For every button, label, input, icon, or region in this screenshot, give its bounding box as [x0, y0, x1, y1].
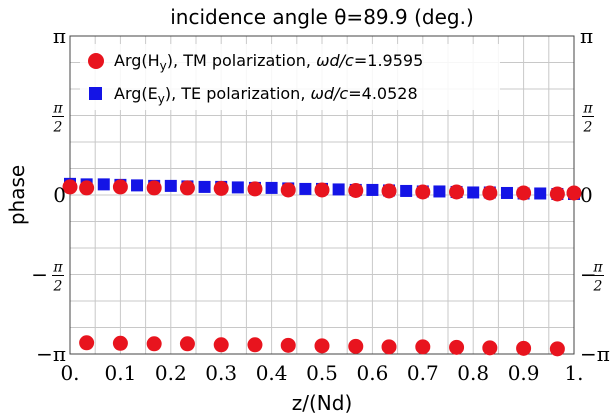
- x-tick-label: 0.9: [508, 361, 540, 385]
- tm-circle-marker: [516, 340, 532, 356]
- y-tick-numerator-left: π: [52, 100, 63, 116]
- tm-circle-marker: [213, 337, 229, 353]
- legend-entry: Arg(Ey), TE polarization, ωd/c=4.0528: [114, 84, 418, 106]
- x-tick-label: 0.2: [155, 361, 187, 385]
- te-square-marker: [265, 181, 278, 194]
- te-square-marker: [332, 183, 345, 196]
- tm-circle-marker: [247, 181, 263, 197]
- legend-marker-circle: [88, 53, 104, 69]
- te-square-marker: [131, 179, 144, 192]
- te-square-marker: [500, 186, 513, 199]
- y-tick-label-right: −π: [580, 342, 610, 366]
- te-square-marker: [164, 179, 177, 192]
- data-markers: [62, 177, 582, 357]
- tm-circle-marker: [415, 339, 431, 355]
- y-tick-label-left: π: [53, 24, 66, 48]
- te-square-marker: [198, 180, 211, 193]
- x-tick-label: 0.: [60, 361, 79, 385]
- tick-labels: 0. 0.1 0.2 0.3 0.4 0.5 0.6 0.7 0.8 0.9 1. π π π 2 π 2 0 0 −…: [31, 24, 610, 385]
- tm-circle-marker: [146, 180, 162, 196]
- tm-circle-marker: [549, 341, 565, 357]
- te-square-marker: [366, 183, 379, 196]
- tm-circle-marker: [381, 339, 397, 355]
- te-square-marker: [400, 184, 413, 197]
- legend-background: [80, 44, 500, 110]
- y-axis-label: phase: [5, 165, 29, 225]
- te-square-marker: [97, 178, 110, 191]
- tm-circle-marker: [348, 338, 364, 354]
- y-tick-label-left: −: [31, 263, 48, 287]
- x-tick-label: 1.: [564, 361, 583, 385]
- tm-circle-marker: [280, 182, 296, 198]
- tm-circle-marker: [482, 185, 498, 201]
- tm-circle-marker: [280, 337, 296, 353]
- tm-circle-marker: [314, 338, 330, 354]
- tm-circle-marker: [348, 182, 364, 198]
- x-tick-label: 0.5: [306, 361, 338, 385]
- y-tick-denominator-left: 2: [53, 119, 63, 135]
- x-tick-label: 0.8: [457, 361, 489, 385]
- te-square-marker: [433, 185, 446, 198]
- tm-circle-marker: [415, 184, 431, 200]
- te-square-marker: [467, 186, 480, 199]
- y-tick-denominator-left: 2: [53, 279, 63, 295]
- tm-circle-marker: [314, 182, 330, 198]
- x-tick-label: 0.1: [104, 361, 136, 385]
- y-tick-label-left: −π: [36, 342, 66, 366]
- te-square-marker: [534, 187, 547, 200]
- y-tick-label-right: 0: [580, 183, 593, 207]
- legend-marker-square: [89, 87, 102, 100]
- tm-circle-marker: [62, 179, 78, 195]
- tm-circle-marker: [112, 179, 128, 195]
- legend-entry: Arg(Hy), TM polarization, ωd/c=1.9595: [114, 51, 423, 73]
- y-tick-denominator-right: 2: [593, 279, 603, 295]
- tm-circle-marker: [247, 337, 263, 353]
- tm-circle-marker: [482, 340, 498, 356]
- y-tick-numerator-right: π: [592, 260, 603, 276]
- y-tick-label-right: −: [580, 263, 597, 287]
- y-tick-numerator-right: π: [582, 100, 593, 116]
- chart-title: incidence angle θ=89.9 (deg.): [170, 5, 474, 29]
- tm-circle-marker: [549, 186, 565, 202]
- x-tick-label: 0.3: [205, 361, 237, 385]
- y-tick-numerator-left: π: [52, 260, 63, 276]
- tm-circle-marker: [381, 183, 397, 199]
- legend: Arg(Hy), TM polarization, ωd/c=1.9595 Arg…: [80, 44, 500, 110]
- te-square-marker: [231, 181, 244, 194]
- tm-circle-marker: [146, 336, 162, 352]
- y-tick-label-right: π: [580, 24, 593, 48]
- y-tick-label-left: 0: [53, 183, 66, 207]
- x-tick-label: 0.7: [407, 361, 439, 385]
- tm-circle-marker: [566, 185, 582, 201]
- tm-circle-marker: [449, 339, 465, 355]
- te-square-marker: [299, 182, 312, 195]
- tm-circle-marker: [449, 184, 465, 200]
- x-tick-label: 0.6: [356, 361, 388, 385]
- tm-circle-marker: [112, 335, 128, 351]
- tm-circle-marker: [79, 335, 95, 351]
- x-axis-label: z/(Nd): [292, 391, 353, 415]
- tm-circle-marker: [179, 180, 195, 196]
- y-tick-denominator-right: 2: [583, 119, 593, 135]
- x-tick-label: 0.4: [256, 361, 288, 385]
- tm-circle-marker: [79, 180, 95, 196]
- tm-circle-marker: [213, 180, 229, 196]
- tm-circle-marker: [516, 185, 532, 201]
- tm-circle-marker: [179, 336, 195, 352]
